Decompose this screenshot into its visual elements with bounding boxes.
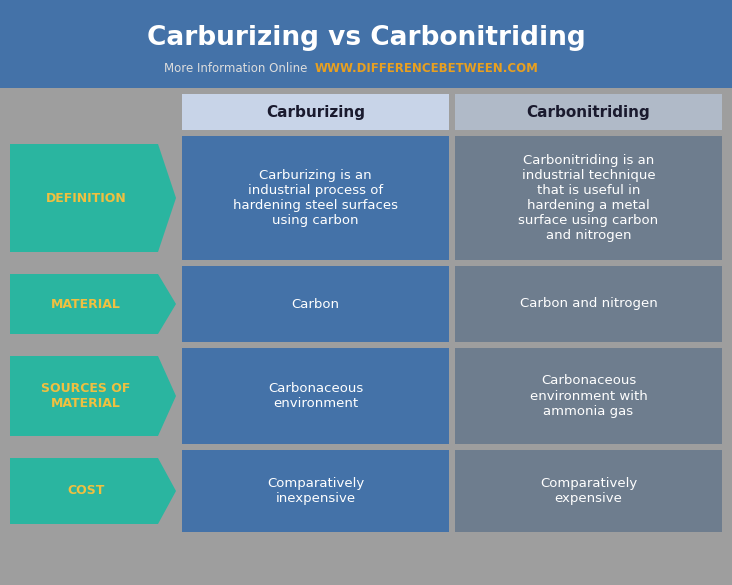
FancyBboxPatch shape bbox=[182, 94, 449, 130]
Polygon shape bbox=[10, 144, 176, 252]
Text: More Information Online: More Information Online bbox=[164, 61, 307, 74]
FancyBboxPatch shape bbox=[182, 266, 449, 342]
FancyBboxPatch shape bbox=[0, 0, 732, 88]
Text: MATERIAL: MATERIAL bbox=[51, 298, 121, 311]
Text: Comparatively
inexpensive: Comparatively inexpensive bbox=[267, 477, 364, 505]
FancyBboxPatch shape bbox=[455, 94, 722, 130]
Text: Comparatively
expensive: Comparatively expensive bbox=[540, 477, 637, 505]
Text: Carbon: Carbon bbox=[291, 298, 340, 311]
Text: COST: COST bbox=[67, 484, 105, 497]
Text: SOURCES OF
MATERIAL: SOURCES OF MATERIAL bbox=[41, 382, 131, 410]
Polygon shape bbox=[10, 356, 176, 436]
Text: Carburizing: Carburizing bbox=[266, 105, 365, 119]
Text: Carbonitriding: Carbonitriding bbox=[526, 105, 650, 119]
Text: Carbonitriding is an
industrial technique
that is useful in
hardening a metal
su: Carbonitriding is an industrial techniqu… bbox=[518, 154, 659, 242]
Polygon shape bbox=[10, 458, 176, 524]
FancyBboxPatch shape bbox=[455, 136, 722, 260]
FancyBboxPatch shape bbox=[455, 348, 722, 444]
Text: Carbonaceous
environment with
ammonia gas: Carbonaceous environment with ammonia ga… bbox=[530, 374, 647, 418]
Text: Carburizing is an
industrial process of
hardening steel surfaces
using carbon: Carburizing is an industrial process of … bbox=[233, 169, 398, 227]
Polygon shape bbox=[10, 274, 176, 334]
Text: Carbonaceous
environment: Carbonaceous environment bbox=[268, 382, 363, 410]
Text: Carburizing vs Carbonitriding: Carburizing vs Carbonitriding bbox=[146, 25, 586, 51]
FancyBboxPatch shape bbox=[182, 348, 449, 444]
Text: Carbon and nitrogen: Carbon and nitrogen bbox=[520, 298, 657, 311]
FancyBboxPatch shape bbox=[182, 450, 449, 532]
Text: DEFINITION: DEFINITION bbox=[45, 191, 127, 205]
FancyBboxPatch shape bbox=[455, 266, 722, 342]
FancyBboxPatch shape bbox=[455, 450, 722, 532]
FancyBboxPatch shape bbox=[182, 136, 449, 260]
Text: WWW.DIFFERENCEBETWEEN.COM: WWW.DIFFERENCEBETWEEN.COM bbox=[315, 61, 539, 74]
